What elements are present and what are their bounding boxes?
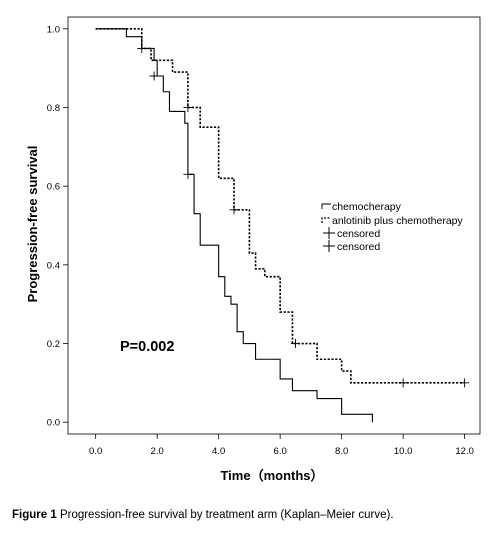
y-tick-label: 0.2 <box>47 339 60 350</box>
y-tick-label: 0.0 <box>47 418 60 429</box>
x-tick-label: 8.0 <box>335 446 348 457</box>
legend-label: chemocherapy <box>332 201 402 213</box>
censor-mark <box>460 378 470 388</box>
x-axis: 0.0 2.0 4.0 6.0 8.0 10.0 12.0 <box>89 434 474 457</box>
censor-mark <box>137 43 147 53</box>
plot-frame <box>67 16 481 435</box>
legend-item-chemotherapy: chemocherapy <box>321 201 402 213</box>
figure-label: Figure 1 <box>12 509 57 521</box>
series-line-anlotinib <box>95 28 465 384</box>
x-tick-label: 10.0 <box>394 446 413 457</box>
legend-step-solid-icon <box>321 203 331 209</box>
legend-item-censored-2: censored <box>323 240 380 253</box>
censor-mark <box>183 102 193 112</box>
legend-label: anlotinib plus chemotherapy <box>332 215 463 227</box>
censor-mark <box>291 339 301 349</box>
legend-step-dashed-icon <box>321 217 331 223</box>
y-tick-label: 0.4 <box>47 260 60 271</box>
p-value-annotation: P=0.002 <box>120 339 174 355</box>
y-axis: 0.0 0.2 0.4 0.6 0.8 1.0 <box>47 24 68 429</box>
survival-curves <box>95 28 465 423</box>
x-tick-label: 4.0 <box>212 446 225 457</box>
legend-label: censored <box>337 241 380 253</box>
x-tick-label: 0.0 <box>89 446 102 457</box>
legend-plus-icon <box>323 227 335 239</box>
x-axis-label: Time（months） <box>220 468 323 483</box>
x-tick-label: 6.0 <box>274 446 287 457</box>
censor-mark <box>398 378 408 388</box>
x-tick-label: 2.0 <box>151 446 164 457</box>
legend-item-censored-1: censored <box>323 227 380 240</box>
kaplan-meier-chart: 0.0 0.2 0.4 0.6 0.8 1.0 0.0 2.0 4.0 6.0 8.0 10.0 12… <box>25 16 481 483</box>
legend: chemocherapy anlotinib plus chemotherapy… <box>321 201 463 253</box>
legend-item-anlotinib: anlotinib plus chemotherapy <box>321 215 463 227</box>
series-line-chemotherapy <box>95 28 373 423</box>
y-tick-label: 1.0 <box>47 24 60 35</box>
figure-caption: Figure 1 Progression-free survival by tr… <box>12 508 482 523</box>
figure-caption-text: Progression-free survival by treatment a… <box>59 509 394 521</box>
x-tick-label: 12.0 <box>455 446 474 457</box>
y-axis-label: Progression-free survival <box>25 146 40 303</box>
censor-mark <box>183 169 193 179</box>
censor-marks <box>137 43 470 388</box>
y-tick-label: 0.6 <box>47 182 60 193</box>
legend-label: censored <box>337 228 380 240</box>
y-tick-label: 0.8 <box>47 103 60 114</box>
legend-plus-icon <box>323 240 335 252</box>
censor-mark <box>149 71 159 81</box>
plot-area <box>67 16 481 435</box>
censor-mark <box>229 205 239 215</box>
